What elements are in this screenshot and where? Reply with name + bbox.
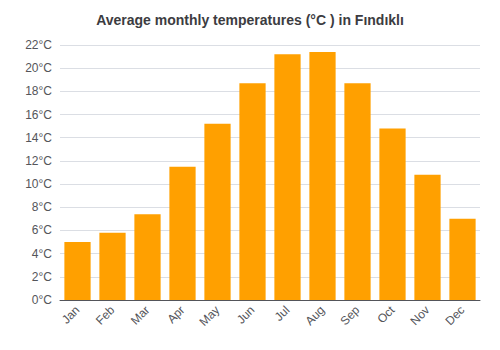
svg-text:20°C: 20°C <box>25 61 52 75</box>
svg-text:14°C: 14°C <box>25 131 52 145</box>
svg-text:Aug: Aug <box>302 303 327 328</box>
svg-text:Oct: Oct <box>374 303 398 327</box>
svg-text:Jul: Jul <box>272 303 293 324</box>
svg-text:Feb: Feb <box>93 303 118 328</box>
svg-text:12°C: 12°C <box>25 154 52 168</box>
svg-text:May: May <box>197 303 223 329</box>
svg-text:2°C: 2°C <box>32 270 52 284</box>
svg-text:22°C: 22°C <box>25 38 52 52</box>
svg-text:Dec: Dec <box>442 303 467 328</box>
svg-text:Average monthly temperatures (: Average monthly temperatures (°C ) in Fı… <box>96 12 404 28</box>
svg-text:Jan: Jan <box>59 303 83 327</box>
svg-text:Sep: Sep <box>337 303 362 328</box>
svg-text:8°C: 8°C <box>32 200 52 214</box>
svg-text:Apr: Apr <box>164 303 187 326</box>
svg-text:10°C: 10°C <box>25 177 52 191</box>
svg-text:18°C: 18°C <box>25 84 52 98</box>
svg-text:0°C: 0°C <box>32 293 52 307</box>
svg-text:Mar: Mar <box>128 303 153 327</box>
svg-text:6°C: 6°C <box>32 223 52 237</box>
svg-text:16°C: 16°C <box>25 108 52 122</box>
svg-text:Jun: Jun <box>234 303 258 327</box>
svg-text:4°C: 4°C <box>32 247 52 261</box>
svg-text:Nov: Nov <box>407 303 432 328</box>
